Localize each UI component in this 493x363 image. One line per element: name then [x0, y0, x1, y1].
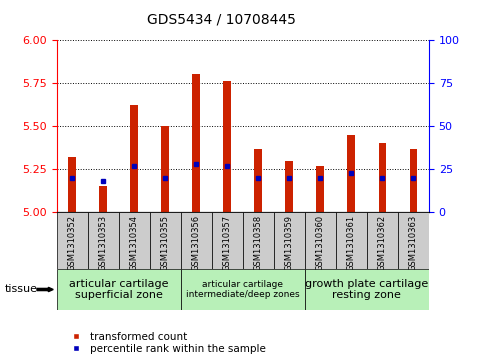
Bar	[305, 269, 429, 310]
Text: GSM1310358: GSM1310358	[254, 215, 263, 271]
Text: GSM1310362: GSM1310362	[378, 215, 387, 271]
Text: GSM1310363: GSM1310363	[409, 215, 418, 271]
Bar	[130, 105, 138, 212]
Bar	[243, 212, 274, 269]
Text: growth plate cartilage
resting zone: growth plate cartilage resting zone	[305, 279, 428, 300]
Bar	[69, 157, 76, 212]
Bar	[161, 126, 169, 212]
Text: GSM1310355: GSM1310355	[161, 215, 170, 270]
Bar	[150, 212, 181, 269]
Bar	[100, 187, 107, 212]
Bar	[212, 212, 243, 269]
Bar	[274, 212, 305, 269]
Bar	[57, 212, 88, 269]
Text: articular cartilage
superficial zone: articular cartilage superficial zone	[69, 279, 169, 300]
Bar	[410, 148, 417, 212]
Text: GSM1310359: GSM1310359	[285, 215, 294, 270]
Bar	[181, 269, 305, 310]
Bar	[336, 212, 367, 269]
Bar	[348, 135, 355, 212]
Bar	[398, 212, 429, 269]
Text: GSM1310361: GSM1310361	[347, 215, 356, 271]
Text: GSM1310356: GSM1310356	[192, 215, 201, 271]
Text: GDS5434 / 10708445: GDS5434 / 10708445	[147, 13, 296, 27]
Bar	[192, 74, 200, 212]
Legend: transformed count, percentile rank within the sample: transformed count, percentile rank withi…	[62, 327, 270, 358]
Text: articular cartilage
intermediate/deep zones: articular cartilage intermediate/deep zo…	[186, 280, 300, 299]
Bar	[379, 143, 386, 212]
Bar	[223, 81, 231, 212]
Bar	[254, 148, 262, 212]
Bar	[367, 212, 398, 269]
Bar	[119, 212, 150, 269]
Bar	[305, 212, 336, 269]
Bar	[57, 269, 181, 310]
Bar	[317, 166, 324, 212]
Text: GSM1310360: GSM1310360	[316, 215, 325, 271]
Bar	[285, 161, 293, 212]
Text: GSM1310353: GSM1310353	[99, 215, 108, 271]
Text: GSM1310354: GSM1310354	[130, 215, 139, 270]
Bar	[88, 212, 119, 269]
Text: GSM1310357: GSM1310357	[223, 215, 232, 271]
Bar	[181, 212, 212, 269]
Text: tissue: tissue	[5, 285, 38, 294]
Text: GSM1310352: GSM1310352	[68, 215, 77, 270]
